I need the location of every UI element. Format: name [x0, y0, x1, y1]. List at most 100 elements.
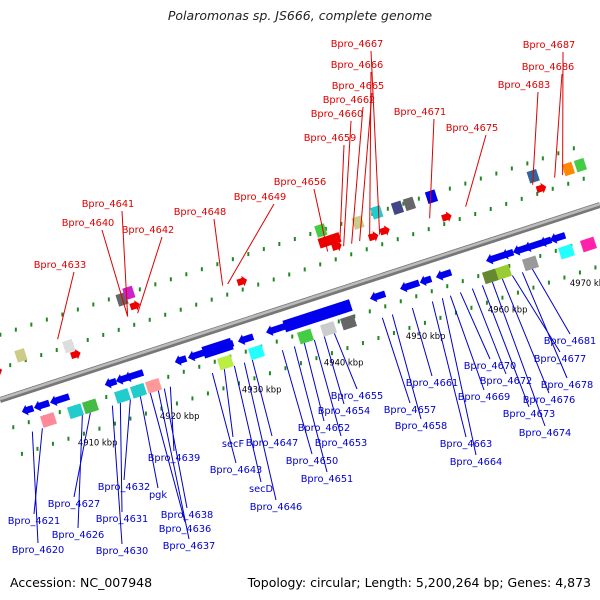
gene-label-reverse: secD [249, 484, 273, 495]
tick-dot [324, 226, 327, 231]
arrow-shape [331, 240, 342, 252]
tick-dot [381, 242, 384, 247]
tick-dot [113, 421, 116, 426]
gene-label-forward: Bpro_4648 [174, 207, 227, 218]
tick-dot [485, 300, 488, 305]
tick-dot [501, 295, 504, 300]
tick-dot [443, 222, 446, 227]
gene-label-reverse: Bpro_4639 [148, 453, 201, 464]
tick-dot [117, 327, 120, 332]
tick-dot [9, 363, 12, 368]
box-shape [481, 268, 500, 285]
backbone-line [0, 202, 600, 401]
tick-dot [284, 366, 287, 371]
gene-label-forward: Bpro_4666 [331, 60, 384, 71]
gene-label-reverse: Bpro_4621 [8, 516, 61, 527]
gene-block [314, 223, 328, 238]
leader-line [391, 314, 422, 420]
gene-arrow-reverse [21, 404, 35, 416]
leader-line [411, 307, 433, 377]
leader-line [313, 339, 342, 437]
arrow-shape [379, 225, 390, 236]
gene-label-reverse: Bpro_4657 [384, 405, 437, 416]
gene-label-reverse: Bpro_4672 [480, 376, 533, 387]
gene-label-reverse: Bpro_4638 [161, 510, 214, 521]
tick-dot [489, 206, 492, 211]
tick-dot [231, 257, 234, 262]
tick-dot [278, 242, 281, 247]
tick-dot [477, 274, 480, 279]
arrow-shape [33, 399, 51, 412]
gene-label-reverse: Bpro_4647 [246, 438, 299, 449]
arrow-shape [419, 275, 433, 287]
arrow-shape [369, 290, 387, 303]
gene-block [62, 338, 76, 354]
gene-label-forward: Bpro_4633 [34, 260, 87, 271]
tick-dot [520, 196, 523, 201]
tick-dot [309, 231, 312, 236]
arrow-shape [501, 248, 515, 260]
arrow-shape [174, 355, 188, 366]
gene-label-reverse: Bpro_4664 [450, 457, 503, 468]
arrow-shape [237, 333, 255, 345]
arrow-shape [187, 349, 205, 362]
tick-dot [138, 287, 141, 292]
tick-dot [76, 307, 79, 312]
gene-arrow-reverse [539, 236, 553, 248]
gene-label-reverse: Bpro_4663 [440, 439, 493, 450]
leader-line [251, 359, 273, 437]
tick-dot [541, 156, 544, 161]
leader-line [323, 336, 345, 405]
leader-line [532, 91, 539, 185]
kbp-label: 4930 kbp [242, 384, 281, 394]
tick-dot [315, 356, 318, 361]
tick-dot [67, 436, 70, 441]
tick-dot [30, 322, 33, 327]
gene-block [319, 321, 338, 337]
arrow-shape [435, 269, 453, 281]
tick-dot [179, 307, 182, 312]
tick-dot [505, 201, 508, 206]
box-shape [216, 354, 235, 371]
leader-line [123, 399, 131, 481]
gene-label-reverse: Bpro_4620 [12, 545, 65, 556]
tick-dot [206, 391, 209, 396]
kbp-label: 4920 kbp [160, 411, 199, 421]
tick-dot [448, 186, 451, 191]
leader-line [333, 333, 358, 390]
kbp-label: 4970 kbp [570, 278, 600, 288]
tick-dot [27, 420, 30, 425]
leader-line [339, 144, 345, 248]
topology-text: Topology: circular; Length: 5,200,264 bp… [247, 575, 591, 590]
kbp-markers: 4910 kbp 4920 kbp 4930 kbp 4940 kbp 4950 kbp… [78, 278, 600, 448]
leader-line [223, 369, 234, 438]
leader-line [313, 188, 329, 252]
tick-dot [303, 267, 306, 272]
tick-dot [45, 317, 48, 322]
tick-dot [551, 186, 554, 191]
tick-dot [461, 279, 464, 284]
gene-block [481, 268, 500, 285]
tick-dot [241, 287, 244, 292]
leader-line [73, 412, 91, 498]
tick-dot [361, 341, 364, 346]
tick-dot [479, 176, 482, 181]
leader-line [163, 388, 188, 509]
gene-block [521, 255, 540, 272]
box-shape [144, 377, 163, 394]
gene-block [339, 314, 358, 331]
leader-line [281, 350, 313, 455]
arrow-shape [70, 348, 81, 360]
leader-line [381, 317, 411, 404]
gene-label-forward: Bpro_4649 [234, 192, 287, 203]
gene-arrow-reverse [33, 399, 51, 412]
gene-arrow-reverse [486, 251, 507, 265]
tick-dot [129, 416, 132, 421]
gene-features [0, 157, 598, 428]
gene-label-forward: Bpro_4665 [332, 81, 385, 92]
box-shape [370, 205, 384, 220]
tick-dot [275, 339, 278, 344]
backbone [0, 202, 600, 403]
gene-arrow-reverse [50, 393, 71, 407]
